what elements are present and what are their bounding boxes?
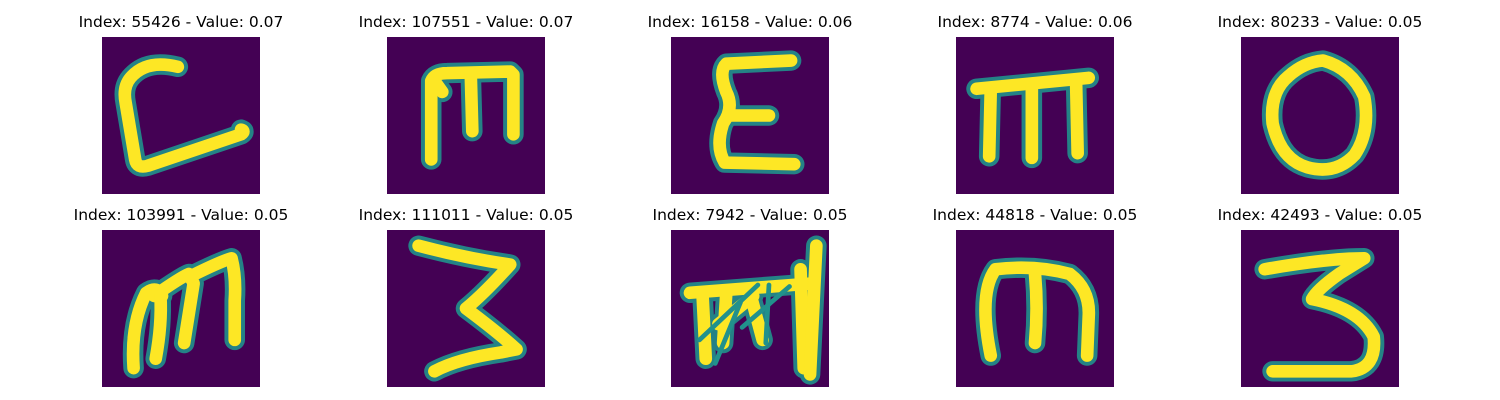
glyph-107551-icon	[387, 37, 545, 194]
glyph-42493-icon	[1241, 230, 1399, 387]
panel-title: Index: 44818 - Value: 0.05	[932, 206, 1138, 224]
panel-title: Index: 8774 - Value: 0.06	[937, 13, 1133, 31]
glyph-111011-icon	[387, 230, 545, 387]
panel-title: Index: 42493 - Value: 0.05	[1217, 206, 1423, 224]
glyph-44818-icon	[956, 230, 1114, 387]
panel-title: Index: 107551 - Value: 0.07	[358, 13, 574, 31]
panel-title: Index: 16158 - Value: 0.06	[647, 13, 853, 31]
panel-title: Index: 80233 - Value: 0.05	[1217, 13, 1423, 31]
glyph-80233-icon	[1241, 37, 1399, 194]
glyph-16158-icon	[671, 37, 829, 194]
panel-title: Index: 103991 - Value: 0.05	[73, 206, 289, 224]
glyph-8774-icon	[956, 37, 1114, 194]
glyph-103991-icon	[102, 230, 260, 387]
panel-title: Index: 7942 - Value: 0.05	[652, 206, 848, 224]
glyph-55426-icon	[102, 37, 260, 194]
panel-title: Index: 111011 - Value: 0.05	[358, 206, 574, 224]
panel-title: Index: 55426 - Value: 0.07	[78, 13, 284, 31]
glyph-7942-icon	[671, 230, 829, 387]
